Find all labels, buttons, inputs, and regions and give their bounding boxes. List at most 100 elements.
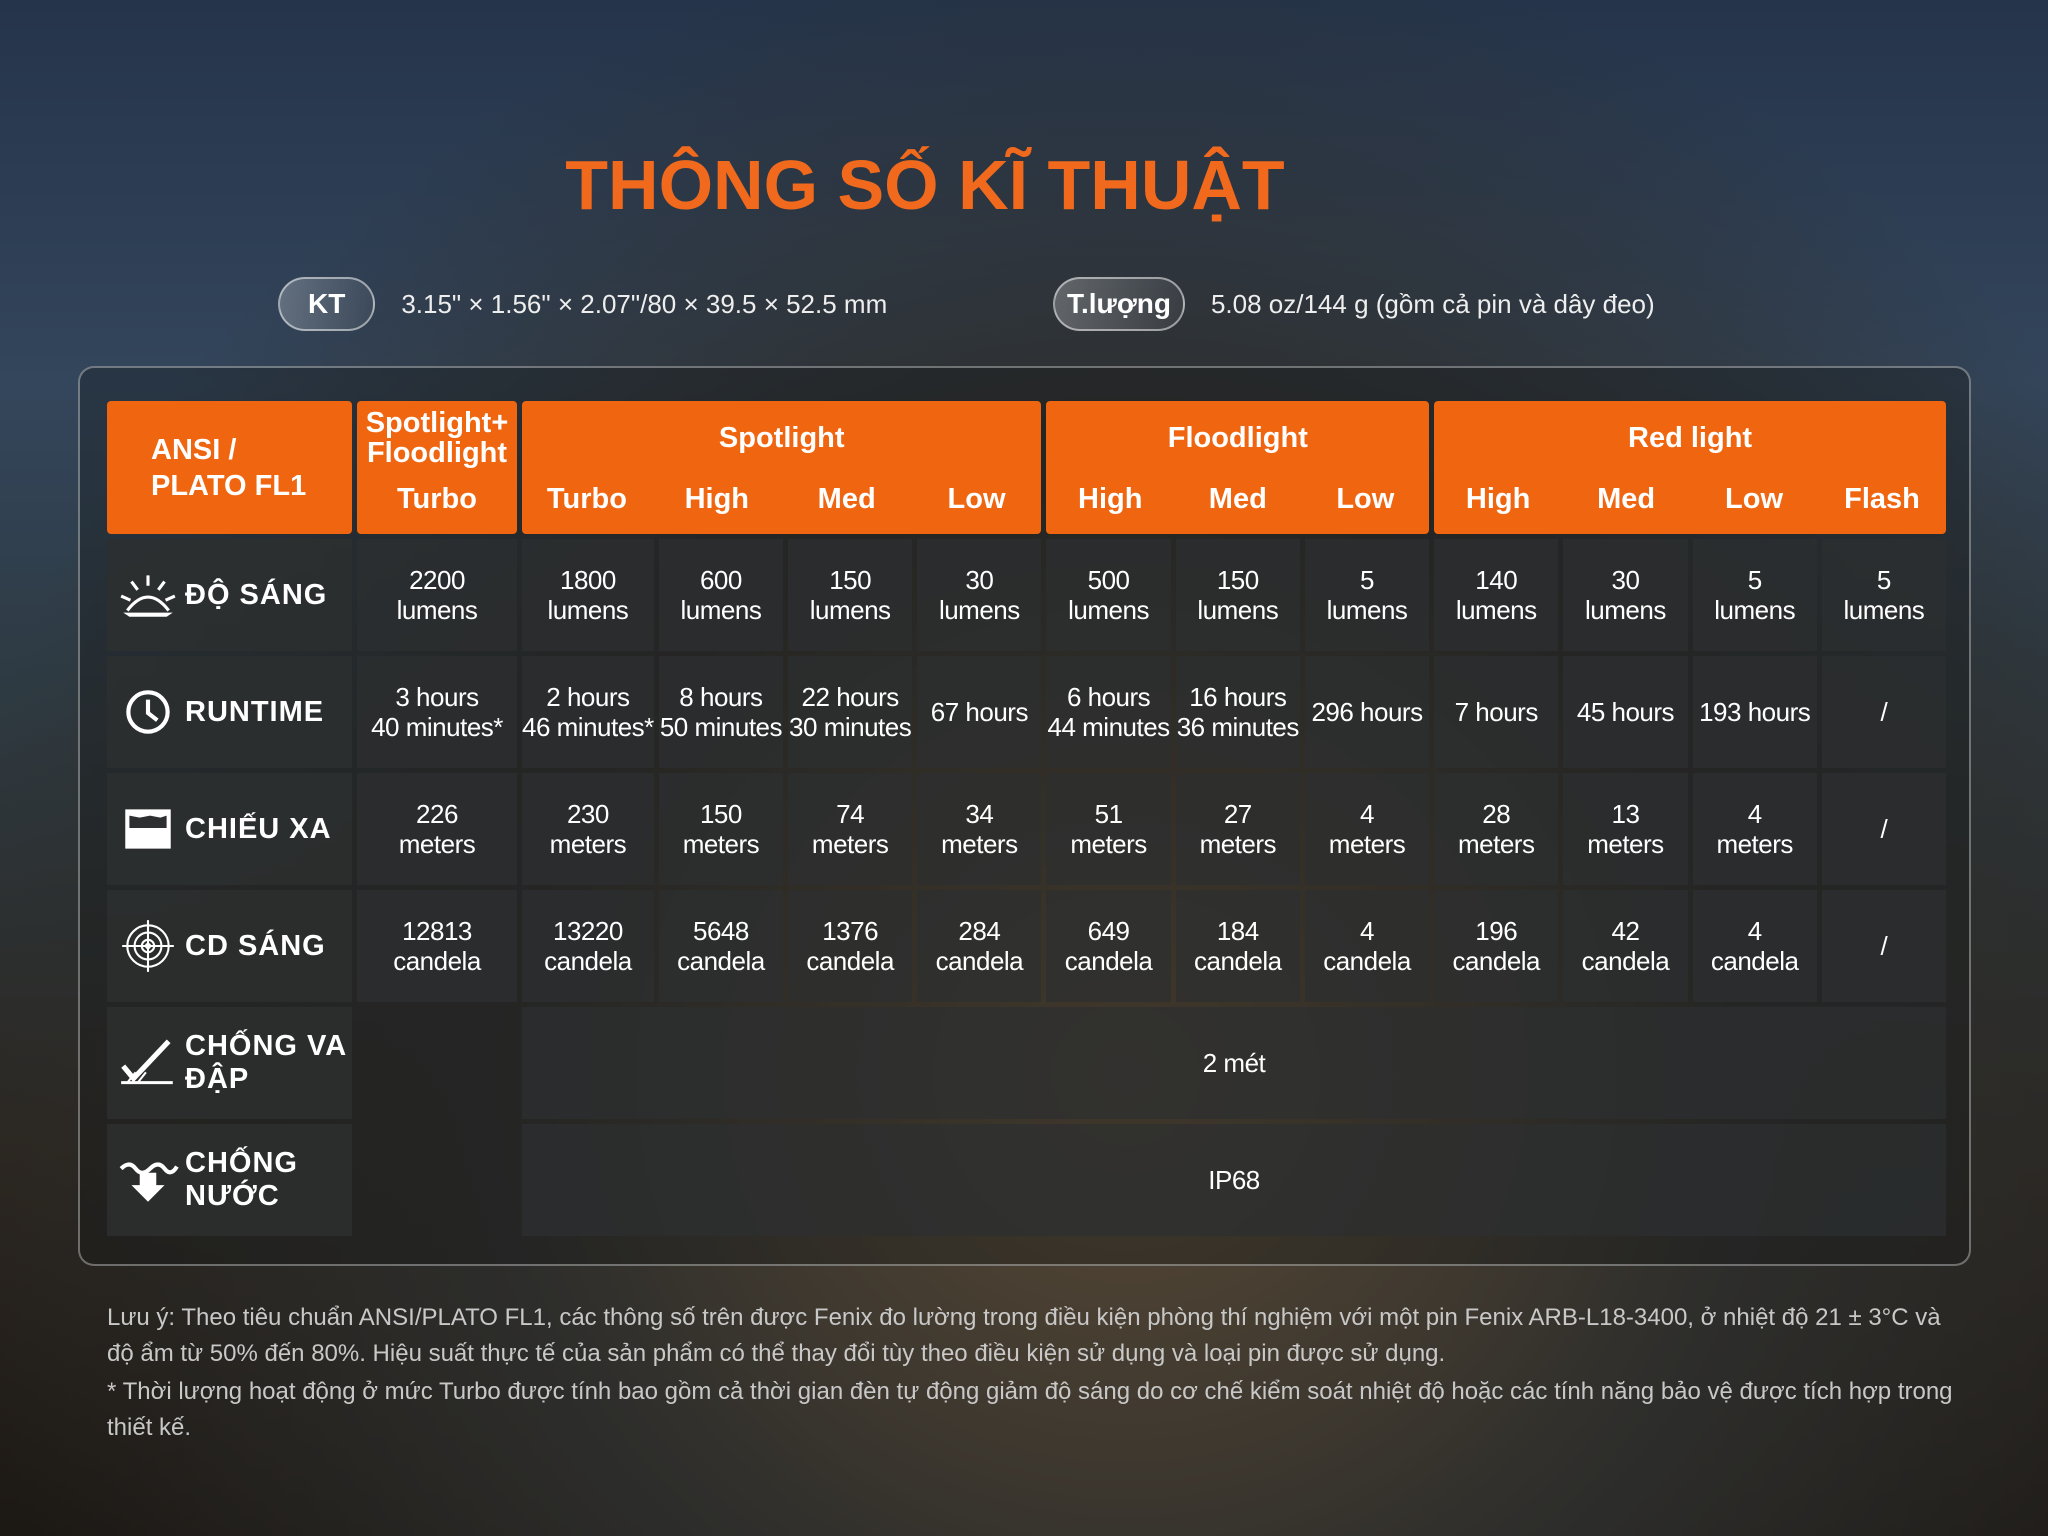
cell-line: candela [1194, 946, 1282, 976]
table-cell: / [1821, 890, 1946, 1002]
table-cell: 230 meters [522, 773, 654, 885]
cell-line: 5 [1360, 565, 1374, 595]
cell-line: candela [1452, 946, 1541, 976]
table-cell: 196 candela [1434, 890, 1559, 1002]
cell-line: meters [1328, 829, 1406, 859]
mode-name: Med [1208, 483, 1267, 515]
table-cell: 16 hours 36 minutes [1175, 656, 1300, 768]
row-label-text: CD SÁNG [185, 929, 326, 962]
table-cell: 42 candela [1563, 890, 1688, 1002]
row-label: CHỐNG VA ĐẬP [107, 1007, 352, 1119]
cell-line: meters [1070, 829, 1147, 859]
cell-line: 226 [416, 799, 458, 829]
table-cell: 5 lumens [1692, 539, 1817, 651]
row-label-text: CHIẾU XA [185, 812, 332, 845]
cell-line: 296 hours [1311, 697, 1423, 727]
table-cell: 193 hours [1692, 656, 1817, 768]
group-header: Spotlight Turbo High Med Low [522, 401, 1042, 534]
table-cell: 74 meters [788, 773, 913, 885]
table-cell: 1800 lumens [522, 539, 654, 651]
table-cell: 28 meters [1434, 773, 1559, 885]
table-cell: 4 candela [1692, 890, 1817, 1002]
table-cell: 184 candela [1175, 890, 1300, 1002]
cell-line: 28 [1482, 799, 1511, 829]
table-cell: 30 lumens [1563, 539, 1688, 651]
row-label: RUNTIME [107, 656, 352, 768]
cell-line: 140 [1475, 565, 1518, 595]
cell-line: lumens [1585, 595, 1666, 625]
cell-line: meters [1716, 829, 1793, 859]
table-cell: 150 meters [658, 773, 784, 885]
table-cell: 2 mét [522, 1007, 1946, 1119]
cell-line: 45 hours [1576, 697, 1675, 727]
cell-line: 284 [958, 916, 1001, 946]
table-cell: 226 meters [357, 773, 517, 885]
table-cell: 5648 candela [658, 890, 784, 1002]
mode-row: High Med Low [1046, 475, 1429, 534]
group-name: Red light [1628, 422, 1753, 454]
table-cell: 4 meters [1304, 773, 1430, 885]
mode-name: High [1465, 483, 1531, 515]
group-header: Red light High Med Low Flash [1434, 401, 1946, 534]
cell-line: 74 [836, 799, 865, 829]
cell-line: 34 [965, 799, 994, 829]
row-label-text: RUNTIME [185, 695, 325, 728]
cell-line: 150 [829, 565, 872, 595]
cell-line: 13 [1611, 799, 1640, 829]
table-cell: 284 candela [917, 890, 1042, 1002]
cell-line: candela [677, 946, 765, 976]
cell-line: meters [941, 829, 1018, 859]
cell-line: 8 hours [679, 682, 763, 712]
cell-line: 4 [1747, 916, 1762, 946]
table-cell: / [1821, 773, 1946, 885]
table-cell: 6 hours 44 minutes [1046, 656, 1171, 768]
spec-value: 5.08 oz/144 g (gồm cả pin và dây đeo) [1210, 288, 1655, 319]
cell-line: lumens [1714, 595, 1796, 625]
table-cell: 3 hours 40 minutes* [357, 656, 517, 768]
cell-line: lumens [680, 595, 762, 625]
cell-line: 7 hours [1454, 697, 1539, 727]
note: Lưu ý: Theo tiêu chuẩn ANSI/PLATO FL1, c… [107, 1304, 1941, 1367]
cell-line: 150 [1216, 565, 1259, 595]
mode-row: Turbo [357, 475, 517, 534]
table-cell: 51 meters [1046, 773, 1171, 885]
title: THÔNG SỐ KĨ THUẬT [565, 146, 1285, 224]
corner-header: ANSI / PLATO FL1 [107, 401, 352, 534]
cell-line: 230 [566, 799, 609, 829]
cell-line: 2 mét [1202, 1048, 1266, 1078]
table-cell: 500 lumens [1046, 539, 1171, 651]
spec-label: KT [278, 277, 376, 331]
spec-label: T.lượng [1053, 277, 1185, 331]
table-cell: 600 lumens [658, 539, 784, 651]
table-cell: 7 hours [1434, 656, 1559, 768]
table-cell: 1376 candela [788, 890, 913, 1002]
row-label: CHIẾU XA [107, 773, 352, 885]
cell-line: 30 minutes [789, 712, 912, 742]
cell-line: 42 [1611, 916, 1640, 946]
cell-line: 649 [1087, 916, 1130, 946]
mode-name: Low [1336, 483, 1395, 515]
cell-line: 12813 [402, 916, 472, 946]
cell-line: lumens [1197, 595, 1279, 625]
cell-line: candela [1064, 946, 1153, 976]
cell-line: 27 [1223, 799, 1252, 829]
cell-line: meters [1458, 829, 1535, 859]
cell-line: candela [544, 946, 632, 976]
cell-line: 2200 [409, 565, 465, 595]
cell-line: meters [1199, 829, 1277, 859]
cell-line: lumens [1843, 595, 1925, 625]
cell-line: meters [1587, 829, 1664, 859]
cell-line: lumens [1068, 595, 1149, 625]
cell-line: 40 minutes* [371, 712, 503, 742]
table-cell: 45 hours [1563, 656, 1688, 768]
cell-line: meters [398, 829, 476, 859]
cell-line: 51 [1094, 799, 1123, 829]
cell-line: / [1880, 697, 1888, 727]
cell-line: 3 hours [395, 682, 479, 712]
corner-line: PLATO FL1 [151, 469, 307, 502]
cell-line: meters [682, 829, 760, 859]
mode-row: Turbo High Med Low [522, 475, 1041, 534]
note: * Thời lượng hoạt động ở mức Turbo được … [107, 1378, 1953, 1441]
cell-line: candela [806, 946, 894, 976]
mode-name: Med [817, 483, 876, 515]
